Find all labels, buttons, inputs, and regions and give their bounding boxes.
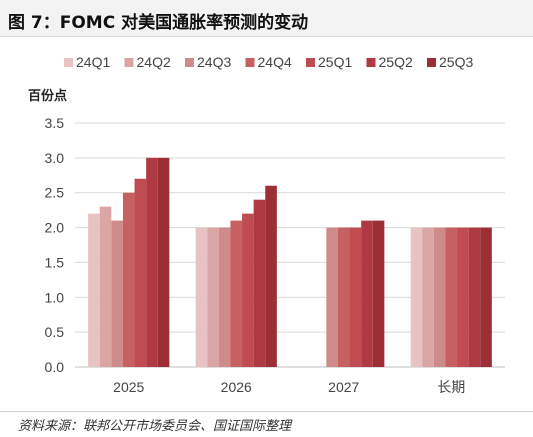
chart-area: 24Q1 24Q2 24Q3 24Q4 25Q1 25Q2 25Q3 百份点 0.0 0.5 1…	[28, 54, 505, 395]
y-tick-label: 3.0	[45, 150, 65, 166]
bar-长期-25q3	[480, 227, 492, 367]
bar-长期-24q1	[410, 227, 423, 367]
bar-2027-24q3	[326, 227, 338, 367]
legend-label-25q3: 25Q3	[439, 54, 473, 70]
legend-swatch-24q3	[185, 58, 194, 67]
legend-swatch-25q2	[366, 58, 376, 67]
bar-2027-25q1	[349, 227, 362, 367]
chart-title: 图 7：FOMC 对美国通胀率预测的变动	[8, 13, 309, 33]
x-tick-label: 2027	[328, 379, 359, 395]
bar-2026-24q1	[195, 227, 208, 367]
bar-2027-24q4	[337, 227, 350, 367]
bar-长期-24q2	[422, 227, 434, 367]
y-axis-unit-label: 百份点	[28, 88, 67, 104]
x-axis-ticks: 2025 2026 2027 长期	[113, 379, 465, 395]
y-tick-label: 2.0	[45, 220, 65, 236]
bars	[88, 157, 492, 367]
bar-2026-25q1	[242, 213, 254, 367]
legend-label-25q2: 25Q2	[379, 54, 413, 70]
x-tick-label: 长期	[437, 379, 465, 395]
bar-2025-25q2	[146, 157, 158, 367]
bar-2026-24q4	[230, 220, 243, 367]
bar-长期-25q1	[457, 227, 469, 367]
bar-2027-25q3	[372, 220, 385, 367]
legend-swatch-25q3	[427, 58, 436, 67]
bar-2027-25q2	[361, 220, 373, 367]
legend-label-24q3: 24Q3	[197, 54, 231, 70]
source-divider	[0, 411, 533, 412]
y-tick-label: 3.5	[45, 115, 65, 131]
bar-2025-24q3	[111, 220, 123, 367]
y-tick-label: 0.5	[45, 324, 65, 340]
title-bar: 图 7：FOMC 对美国通胀率预测的变动	[0, 0, 533, 37]
legend-swatch-24q4	[245, 58, 255, 67]
legend: 24Q1 24Q2 24Q3 24Q4 25Q1 25Q2 25Q3	[64, 54, 473, 70]
bar-2025-24q1	[88, 213, 100, 367]
y-tick-label: 0.0	[45, 359, 65, 375]
bar-2026-24q3	[218, 227, 231, 367]
legend-label-25q1: 25Q1	[318, 54, 352, 70]
bar-2025-24q2	[99, 206, 112, 367]
y-tick-label: 2.5	[45, 185, 65, 201]
bar-2025-24q4	[122, 192, 135, 367]
source-note: 资料来源：联邦公开市场委员会、国证国际整理	[18, 419, 292, 434]
bar-2025-25q3	[157, 157, 170, 367]
bar-2026-25q2	[253, 199, 266, 367]
legend-swatch-24q2	[124, 58, 134, 67]
y-axis-ticks: 0.0 0.5 1.0 1.5 2.0 2.5 3.0 3.5	[45, 115, 65, 375]
y-tick-label: 1.5	[45, 254, 65, 270]
bar-2026-25q3	[265, 185, 277, 367]
x-tick-label: 2025	[113, 379, 144, 395]
legend-label-24q4: 24Q4	[258, 54, 292, 70]
bar-2025-25q1	[134, 178, 147, 367]
legend-swatch-25q1	[306, 58, 315, 67]
bar-长期-24q3	[433, 227, 446, 367]
legend-label-24q2: 24Q2	[137, 54, 171, 70]
y-tick-label: 1.0	[45, 289, 65, 305]
legend-label-24q1: 24Q1	[76, 54, 110, 70]
bar-长期-25q2	[468, 227, 481, 367]
bar-长期-24q4	[445, 227, 458, 367]
legend-swatch-24q1	[64, 58, 73, 67]
x-tick-label: 2026	[221, 379, 252, 395]
bar-2026-24q2	[207, 227, 219, 367]
